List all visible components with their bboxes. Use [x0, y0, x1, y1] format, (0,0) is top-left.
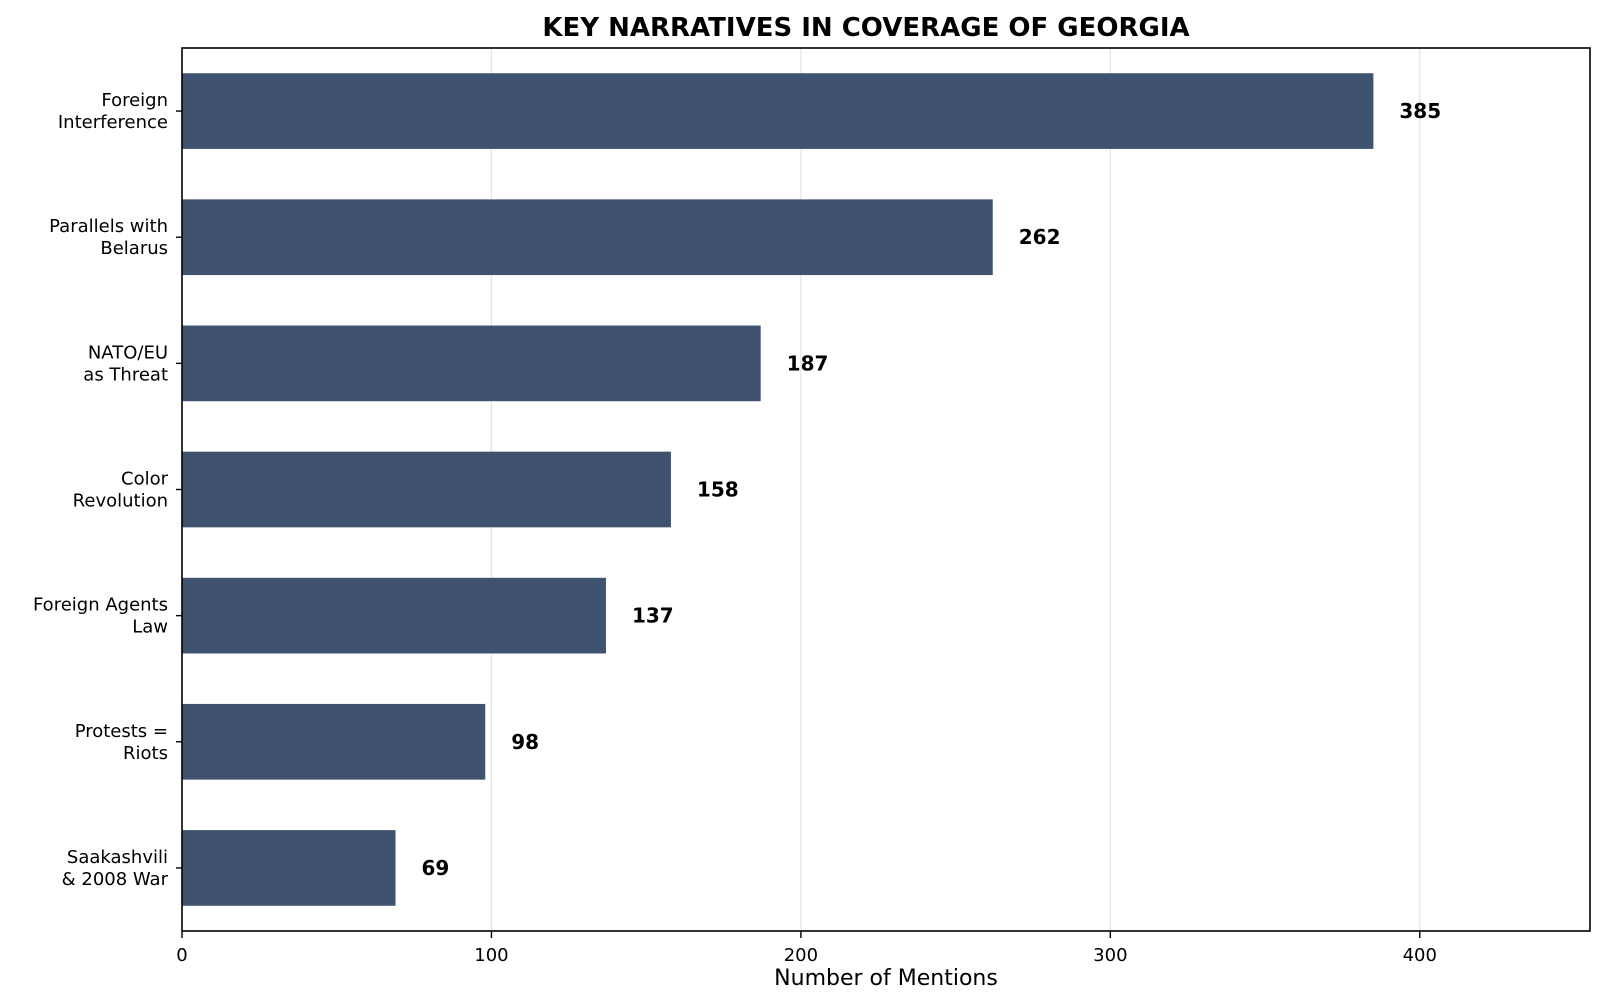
data-label: 69	[422, 856, 450, 880]
y-tick-label: NATO/EU as Threat	[83, 342, 168, 385]
bar	[182, 325, 761, 402]
y-tick-label-line: Interference	[58, 112, 168, 133]
y-tick-label-line: as Threat	[83, 364, 168, 385]
bars	[182, 73, 1374, 906]
y-tick-label-line: & 2008 War	[62, 869, 169, 890]
y-tick-label-line: NATO/EU	[88, 342, 168, 363]
bar	[182, 199, 993, 276]
x-tick-label: 300	[1093, 945, 1127, 966]
y-tick-label: Parallels with Belarus	[49, 216, 168, 259]
x-tick-label: 0	[176, 945, 187, 966]
bar	[182, 577, 606, 654]
y-tick-label-line: Law	[132, 617, 168, 638]
bar	[182, 73, 1374, 149]
value-labels: 385 262 187 158 137 98 69	[422, 99, 1442, 880]
y-tick-label-line: Belarus	[100, 238, 168, 259]
bar	[182, 451, 671, 528]
bar	[182, 830, 396, 906]
data-label: 262	[1019, 225, 1061, 249]
y-tick-label-line: Protests =	[75, 721, 168, 742]
data-label: 385	[1399, 99, 1441, 123]
y-tick-label-line: Foreign	[101, 90, 168, 111]
x-tick-label: 400	[1403, 945, 1437, 966]
y-tick-label: Color Revolution	[73, 469, 169, 512]
bar	[182, 703, 486, 780]
data-label: 98	[511, 730, 539, 754]
y-tick-label-line: Saakashvili	[67, 847, 168, 868]
data-label: 187	[787, 351, 829, 375]
y-tick-label-line: Foreign Agents	[33, 595, 168, 616]
y-tick-label: Protests = Riots	[75, 721, 168, 764]
y-tick-label-line: Parallels with	[49, 216, 168, 237]
chart-title: KEY NARRATIVES IN COVERAGE OF GEORGIA	[542, 13, 1189, 43]
data-label: 137	[632, 604, 674, 628]
x-axis-label: Number of Mentions	[774, 966, 998, 991]
x-tick-label: 100	[474, 945, 508, 966]
y-axis-ticks: Foreign Interference Parallels with Belarus…	[33, 90, 182, 890]
y-tick-label-line: Riots	[123, 743, 168, 764]
y-tick-label-line: Color	[121, 469, 169, 490]
x-tick-label: 200	[784, 945, 818, 966]
x-axis-ticks: 0 100 200 300 400	[176, 931, 1437, 966]
data-label: 158	[697, 478, 739, 502]
y-tick-label: Saakashvili & 2008 War	[62, 847, 169, 890]
y-tick-label: Foreign Interference	[58, 90, 168, 133]
y-tick-label: Foreign Agents Law	[33, 595, 168, 638]
plot-frame	[181, 47, 1591, 932]
y-tick-label-line: Revolution	[73, 491, 168, 512]
